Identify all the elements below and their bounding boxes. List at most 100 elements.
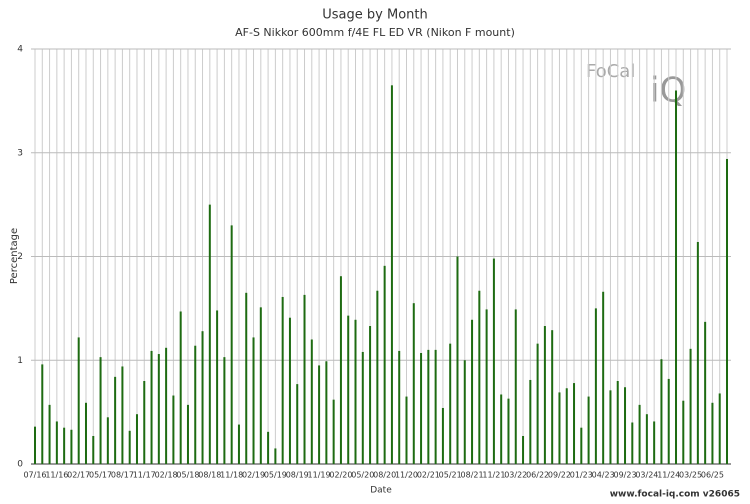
bar: [471, 319, 474, 464]
x-tick-label: 01/23: [570, 471, 593, 480]
x-tick-label: 11/18: [220, 471, 243, 480]
bar: [456, 256, 459, 464]
bar: [645, 414, 648, 464]
bar: [201, 331, 204, 464]
bar: [237, 424, 240, 464]
bar: [726, 158, 728, 464]
bar: [616, 381, 619, 464]
x-tick-label: 11/21: [482, 471, 505, 480]
bar: [92, 435, 95, 464]
bar: [303, 294, 306, 464]
bar: [522, 435, 525, 464]
x-tick-label: 02/17: [67, 471, 90, 480]
bar: [536, 343, 539, 464]
bar: [565, 388, 568, 464]
bar: [325, 361, 328, 464]
bar: [165, 347, 168, 464]
bar: [281, 296, 284, 464]
x-tick-label: 08/20: [373, 471, 396, 480]
bar: [405, 396, 408, 464]
bar: [150, 350, 153, 464]
y-tick-label: 1: [17, 356, 23, 366]
bar: [398, 350, 401, 464]
x-tick-label: 11/20: [395, 471, 418, 480]
bar: [376, 290, 379, 464]
chart-subtitle: AF-S Nikkor 600mm f/4E FL ED VR (Nikon F…: [235, 26, 515, 39]
bar: [675, 90, 678, 464]
bar: [500, 394, 503, 464]
bar: [34, 426, 36, 464]
bar: [369, 326, 372, 464]
bar: [638, 404, 641, 464]
bar: [288, 317, 291, 464]
bar: [573, 383, 576, 464]
logo-mark: iQ: [650, 71, 686, 111]
x-tick-label: 06/22: [526, 471, 549, 480]
bar: [106, 417, 109, 464]
x-tick-label: 04/23: [592, 471, 615, 480]
y-axis-label: Percentage: [9, 228, 20, 284]
bar: [135, 414, 138, 464]
x-tick-label: 08/19: [286, 471, 309, 480]
bar: [70, 429, 73, 464]
bar: [296, 384, 299, 464]
bar: [245, 292, 248, 464]
bar: [427, 349, 430, 464]
x-tick-label: 09/23: [613, 471, 636, 480]
x-tick-label: 05/21: [439, 471, 462, 480]
bar: [99, 357, 102, 464]
bar: [609, 390, 612, 464]
x-tick-label: 11/19: [308, 471, 331, 480]
x-tick-label: 08/17: [111, 471, 134, 480]
x-tick-label: 08/18: [198, 471, 221, 480]
bar: [478, 290, 481, 464]
bar: [143, 381, 146, 464]
x-tick-label: 02/19: [242, 471, 265, 480]
bar: [485, 309, 488, 464]
bar: [529, 379, 532, 464]
bar: [631, 422, 634, 464]
bar: [84, 402, 87, 464]
bar: [602, 291, 605, 464]
bar: [347, 315, 350, 464]
bar: [216, 310, 219, 464]
x-tick-label: 11/24: [657, 471, 680, 480]
bar: [667, 378, 670, 464]
x-tick-label: 07/16: [23, 471, 46, 480]
bar: [682, 400, 685, 464]
bar: [441, 407, 444, 464]
bar: [252, 337, 255, 464]
bar: [689, 348, 692, 464]
plot-area: 0 1 2 3 4 07/1611/1602/1705/1708/1711/1702/18…: [17, 45, 731, 480]
x-tick-label: 03/25: [679, 471, 702, 480]
bar: [114, 376, 117, 464]
bar: [514, 309, 517, 464]
bar: [551, 330, 554, 464]
bar: [48, 404, 51, 464]
bar: [624, 387, 627, 464]
bar: [543, 326, 546, 464]
bar: [354, 319, 357, 464]
bar: [208, 204, 211, 464]
x-tick-label: 02/18: [155, 471, 178, 480]
x-tick-label: 05/19: [264, 471, 287, 480]
bar: [267, 431, 270, 464]
x-axis-label: Date: [370, 486, 392, 496]
bar: [711, 402, 714, 464]
bar: [172, 395, 175, 464]
bar: [463, 360, 466, 464]
bar: [339, 276, 342, 464]
bar: [128, 430, 131, 464]
bar: [449, 343, 452, 464]
bar: [332, 399, 335, 464]
bar: [318, 365, 321, 464]
bar: [259, 307, 262, 464]
bar: [718, 393, 721, 464]
bar: [230, 225, 233, 464]
x-tick-label: 02/20: [329, 471, 352, 480]
bar: [412, 303, 415, 464]
x-tick-label: 06/25: [701, 471, 724, 480]
bar: [580, 427, 583, 464]
x-tick-label: 11/16: [45, 471, 68, 480]
y-tick-label: 4: [17, 45, 23, 55]
